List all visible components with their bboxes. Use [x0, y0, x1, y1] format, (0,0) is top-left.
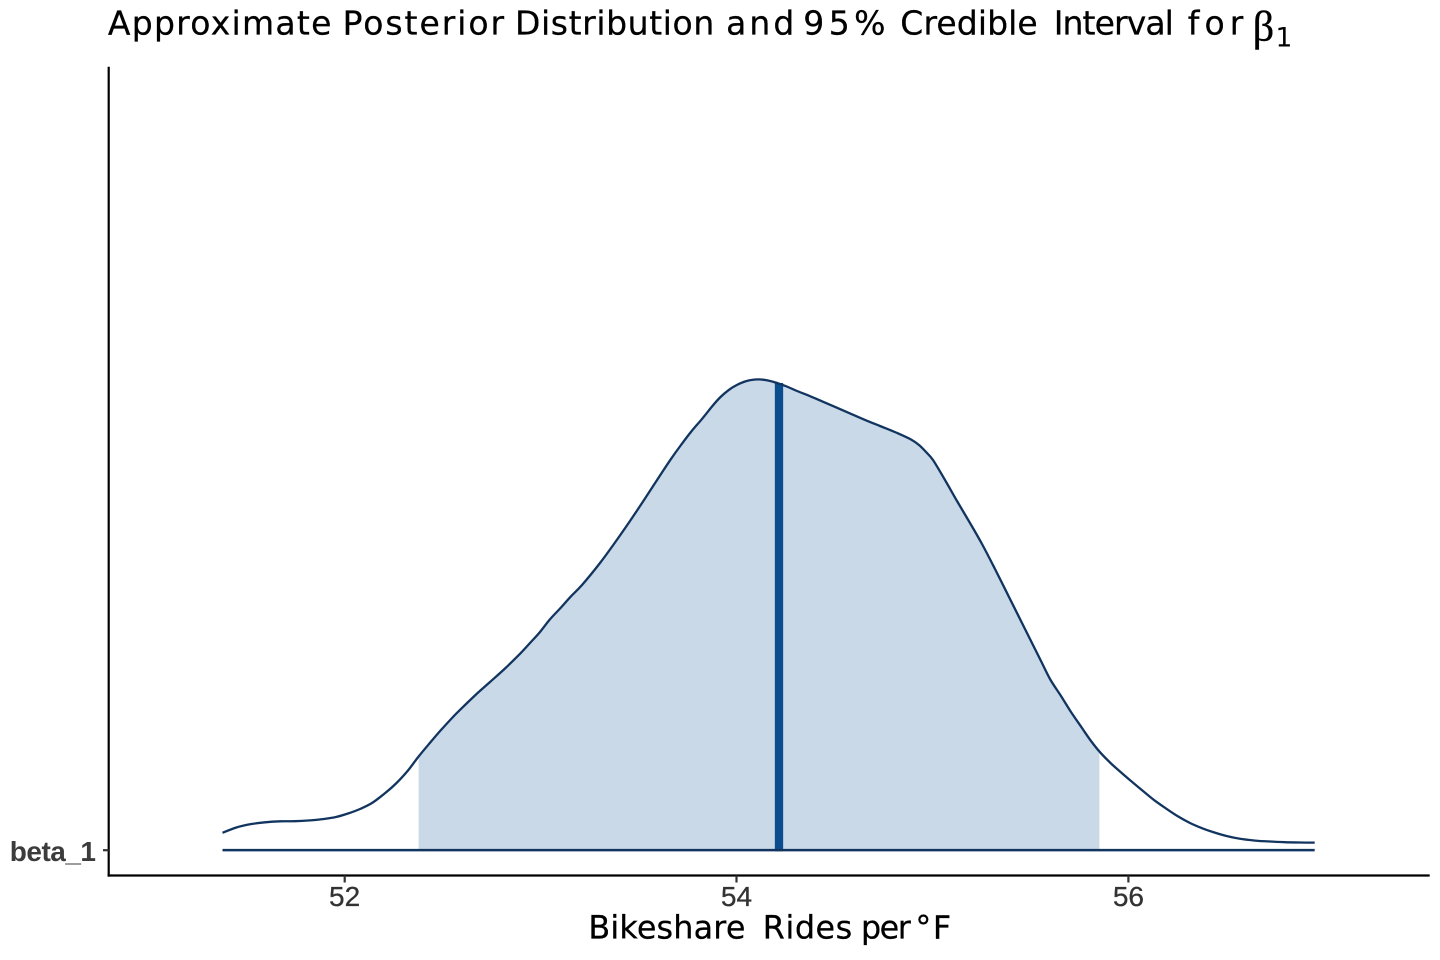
svg-text:Distribution: Distribution: [515, 3, 715, 42]
svg-text:Approximate: Approximate: [108, 3, 333, 42]
svg-text:1: 1: [1276, 22, 1293, 53]
svg-text:Posterior: Posterior: [343, 3, 506, 42]
svg-text:56: 56: [1113, 881, 1144, 912]
svg-text:and: and: [726, 3, 797, 42]
svg-text:beta_1: beta_1: [10, 836, 96, 867]
svg-text:Rides: Rides: [763, 909, 853, 946]
svg-text:95%: 95%: [803, 3, 890, 42]
svg-text:Bikeshare: Bikeshare: [588, 909, 745, 946]
svg-text:52: 52: [329, 881, 360, 912]
svg-text:54: 54: [721, 881, 752, 912]
svg-text:Interval: Interval: [1054, 3, 1173, 42]
svg-text:per: per: [861, 909, 912, 946]
svg-text:Credible: Credible: [900, 3, 1038, 42]
svg-text:β: β: [1253, 4, 1274, 50]
svg-text:°F: °F: [915, 909, 952, 946]
svg-text:for: for: [1188, 3, 1249, 42]
